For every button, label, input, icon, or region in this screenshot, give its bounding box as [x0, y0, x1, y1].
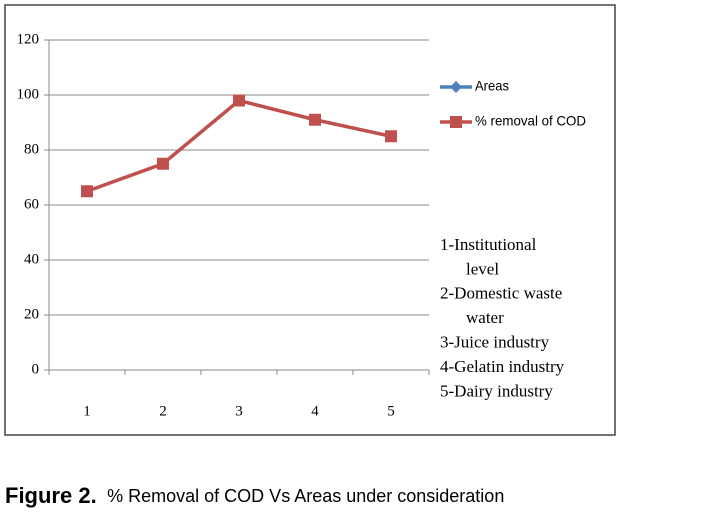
chart-frame: [4, 4, 616, 436]
point: [309, 113, 321, 126]
x-tick-label: 3: [235, 403, 243, 419]
annotation: 5-Dairy industry: [440, 381, 553, 400]
legend-marker: [450, 116, 462, 128]
legend-label: Areas: [475, 78, 509, 94]
point: [157, 157, 169, 170]
caption: Figure 2. % Removal of COD Vs Areas unde…: [5, 483, 504, 508]
y-tick-label: 0: [32, 361, 40, 377]
x-tick-label: 5: [387, 403, 395, 419]
y-tick-label: 80: [24, 141, 39, 157]
annotation: 1-Institutional: [440, 235, 537, 254]
point: [81, 185, 93, 198]
annotation: water: [466, 308, 504, 327]
y-tick-label: 40: [24, 251, 39, 267]
y-tick-label: 100: [17, 86, 40, 102]
legend-label: % removal of COD: [475, 113, 586, 129]
x-tick-label: 1: [83, 403, 91, 419]
legend-marker: [450, 81, 462, 93]
annotation: level: [466, 259, 499, 278]
x-tick-label: 4: [311, 403, 319, 419]
y-tick-label: 60: [24, 196, 39, 212]
caption-label: Figure 2.: [5, 483, 97, 508]
x-tick-label: 2: [159, 403, 167, 419]
annotation: 2-Domestic waste: [440, 284, 562, 303]
annotation: 3-Juice industry: [440, 333, 550, 352]
y-tick-label: 20: [24, 306, 39, 322]
y-tick-label: 120: [17, 31, 40, 47]
point: [233, 94, 245, 107]
caption-text: % Removal of COD Vs Areas under consider…: [107, 486, 504, 506]
point: [385, 130, 397, 143]
annotation: 4-Gelatin industry: [440, 357, 565, 376]
